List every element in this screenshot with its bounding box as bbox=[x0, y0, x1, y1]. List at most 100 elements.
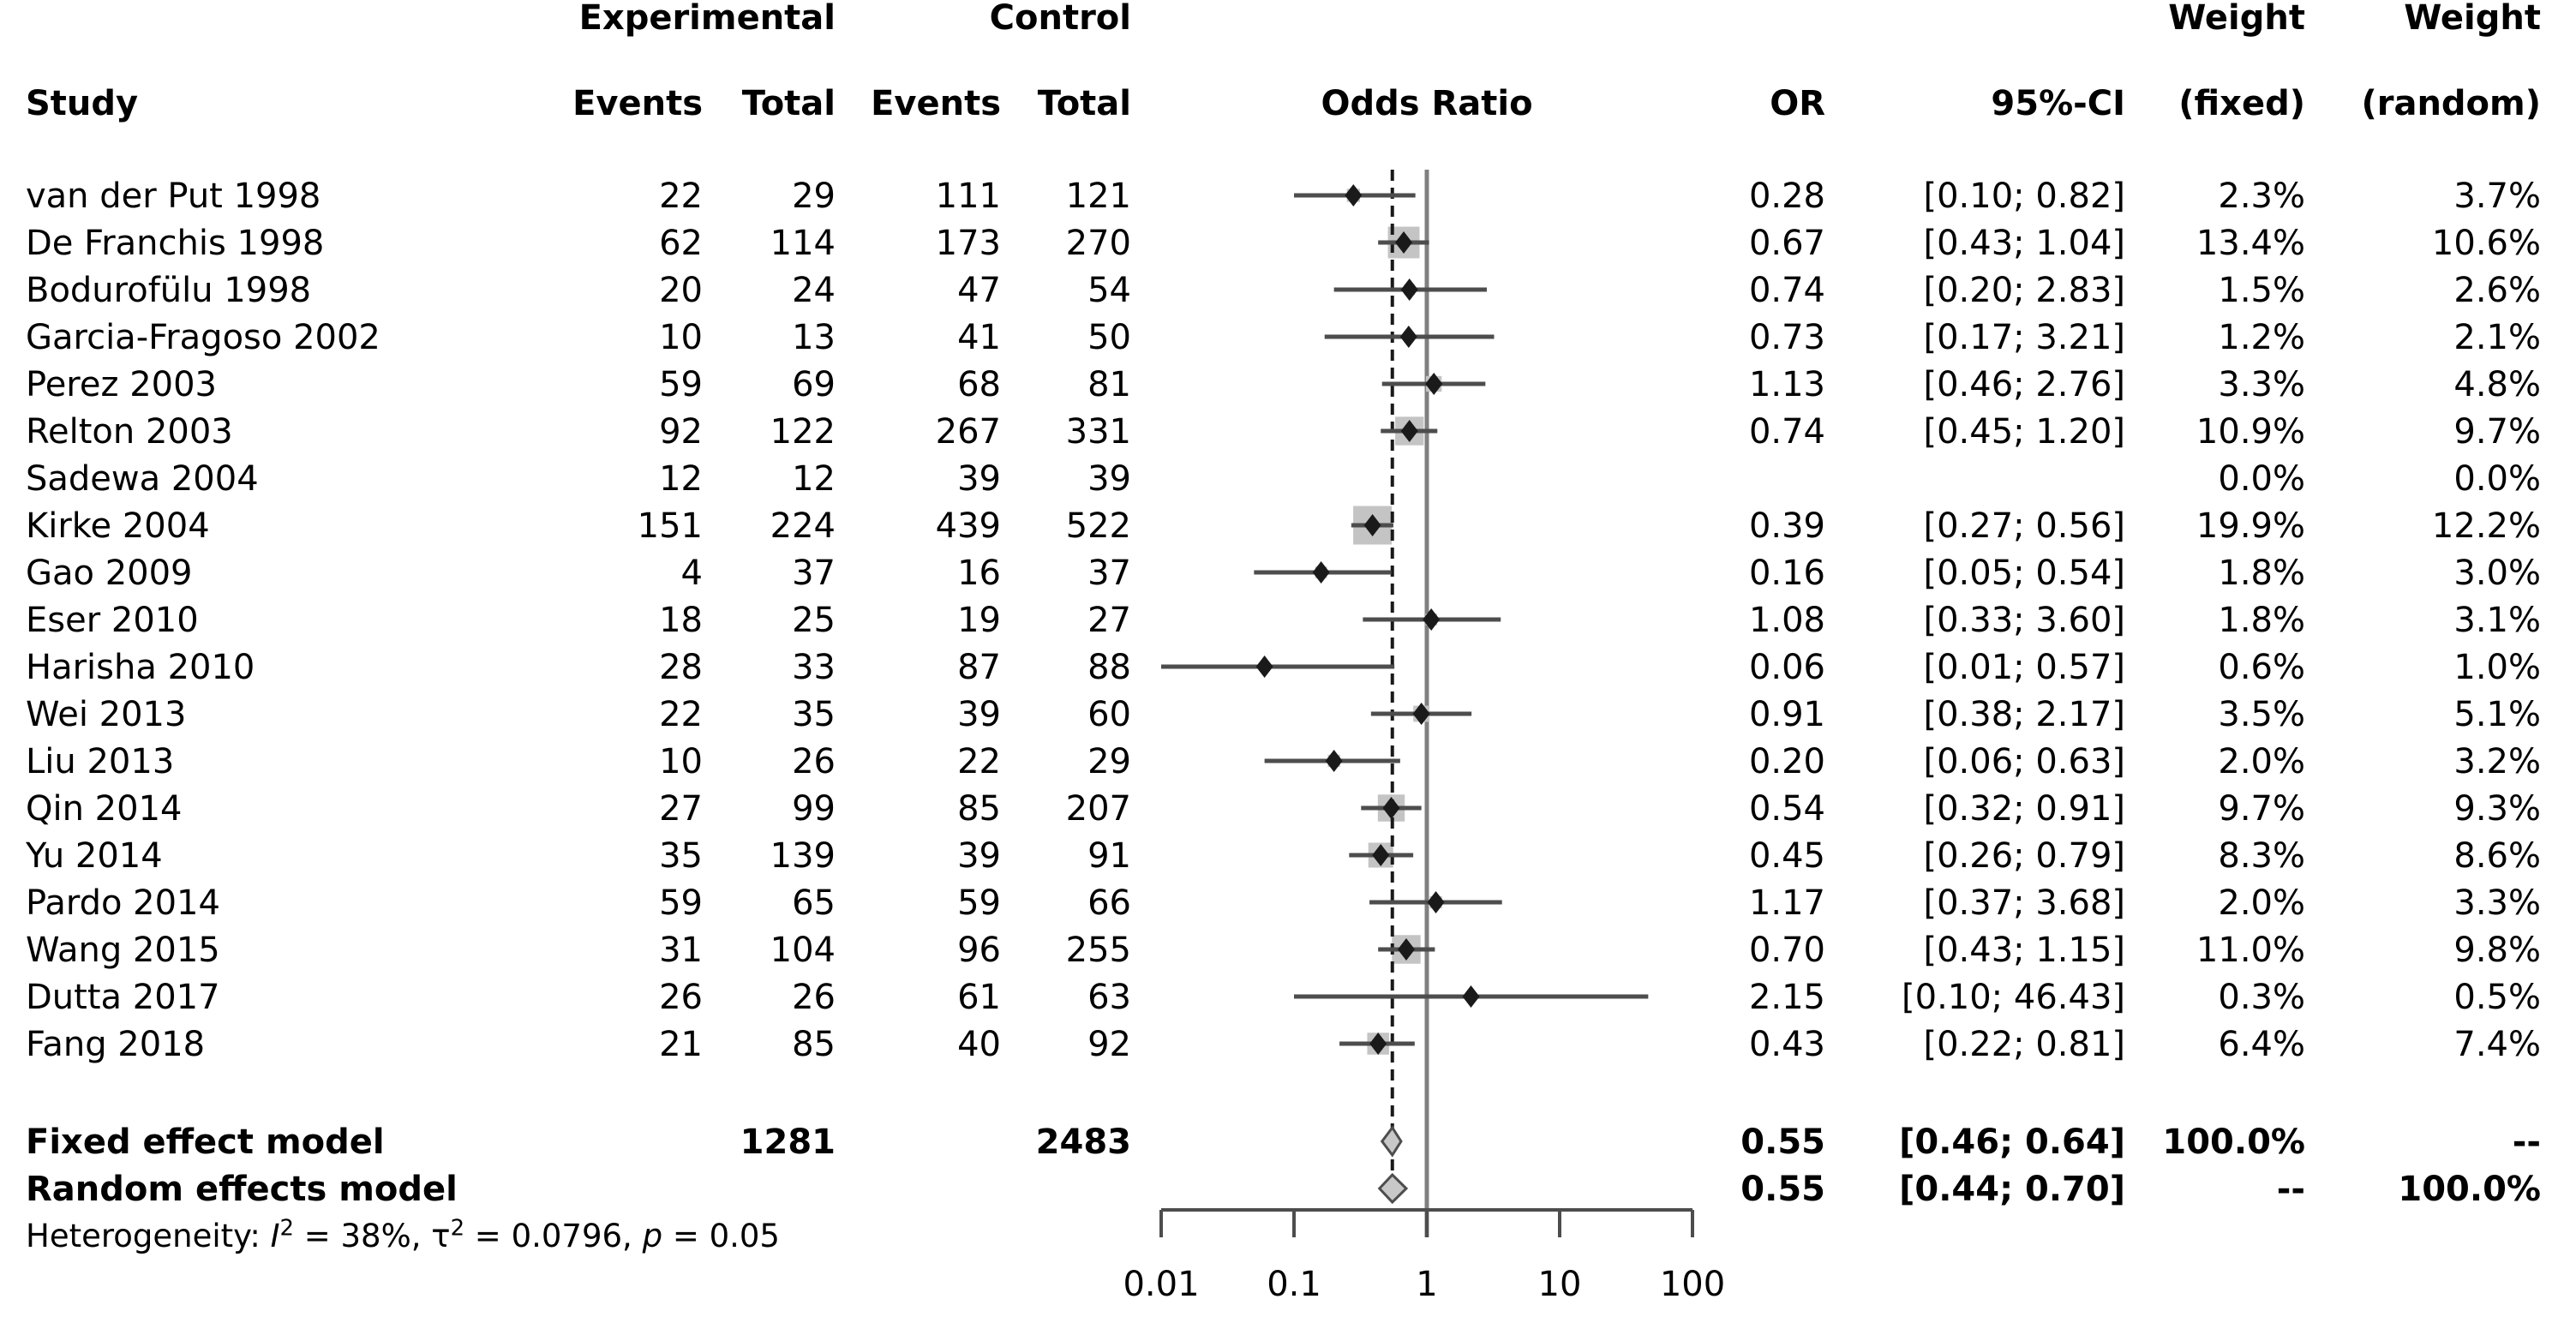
ctrl-events-value: 96 bbox=[957, 931, 1001, 970]
ctrl-total-value: 29 bbox=[1087, 742, 1131, 781]
summary-or-value: 0.55 bbox=[1740, 1170, 1825, 1209]
ci-value: [0.01; 0.57] bbox=[1923, 648, 2125, 687]
or-value: 2.15 bbox=[1748, 978, 1825, 1017]
weight-random-value: 0.5% bbox=[2453, 978, 2541, 1017]
ctrl-total-value: 66 bbox=[1087, 883, 1131, 923]
weight-fixed-value: 1.5% bbox=[2218, 271, 2305, 310]
p-symbol: p bbox=[642, 1218, 663, 1254]
weight-fixed-value: 1.2% bbox=[2218, 318, 2305, 357]
ci-value: [0.38; 2.17] bbox=[1923, 695, 2125, 734]
ci-value: [0.10; 0.82] bbox=[1923, 177, 2125, 216]
weight-random-value: 2.6% bbox=[2453, 271, 2541, 310]
exp-events-value: 22 bbox=[659, 177, 703, 216]
point-marker bbox=[1397, 938, 1415, 961]
study-name: Bodurofülu 1998 bbox=[26, 271, 312, 310]
weight-random-value: 3.7% bbox=[2453, 177, 2541, 216]
tau-squared-value: = 0.0796, bbox=[464, 1218, 643, 1254]
exp-total-value: 65 bbox=[792, 883, 836, 923]
ctrl-total-value: 331 bbox=[1065, 412, 1131, 452]
ci-value: [0.06; 0.63] bbox=[1923, 742, 2125, 781]
ci-value: [0.46; 2.76] bbox=[1923, 365, 2125, 404]
ci-value: [0.27; 0.56] bbox=[1923, 506, 2125, 546]
summary-weight-fixed-value: 100.0% bbox=[2162, 1122, 2305, 1162]
weight-random-value: 10.6% bbox=[2431, 224, 2541, 263]
point-marker bbox=[1325, 750, 1343, 772]
weight-fixed-value: 9.7% bbox=[2218, 789, 2305, 829]
study-name: Wei 2013 bbox=[26, 695, 187, 734]
summary-ci-value: [0.46; 0.64] bbox=[1899, 1122, 2125, 1162]
col-header-study: Study bbox=[26, 84, 139, 123]
exp-total-value: 12 bbox=[792, 459, 836, 499]
weight-random-value: 3.0% bbox=[2453, 554, 2541, 593]
weight-random-value: 9.7% bbox=[2453, 412, 2541, 452]
point-marker bbox=[1395, 231, 1413, 254]
point-marker bbox=[1412, 703, 1430, 725]
exp-total-value: 224 bbox=[770, 506, 836, 546]
ci-value: [0.33; 3.60] bbox=[1923, 601, 2125, 640]
i-squared-symbol: I bbox=[270, 1218, 280, 1254]
study-name: van der Put 1998 bbox=[26, 177, 321, 216]
summary-weight-random-value: -- bbox=[2512, 1122, 2541, 1162]
exp-events-value: 31 bbox=[659, 931, 703, 970]
ctrl-events-value: 16 bbox=[957, 554, 1001, 593]
summary-or-value: 0.55 bbox=[1740, 1122, 1825, 1162]
weight-random-value: 8.6% bbox=[2453, 836, 2541, 876]
ctrl-events-value: 47 bbox=[957, 271, 1001, 310]
study-name: Sadewa 2004 bbox=[26, 459, 259, 499]
ctrl-events-value: 439 bbox=[935, 506, 1001, 546]
exp-total-value: 25 bbox=[792, 601, 836, 640]
or-value: 1.13 bbox=[1748, 365, 1825, 404]
col-header-control: Control bbox=[989, 0, 1131, 38]
summary-diamond bbox=[1380, 1125, 1403, 1158]
ctrl-total-value: 54 bbox=[1087, 271, 1131, 310]
ci-value: [0.43; 1.04] bbox=[1923, 224, 2125, 263]
col-header-ctrl-events: Events bbox=[871, 84, 1001, 123]
heterogeneity-note: Heterogeneity: I2 = 38%, τ2 = 0.0796, p … bbox=[26, 1218, 780, 1254]
ctrl-total-value: 91 bbox=[1087, 836, 1131, 876]
or-value: 0.43 bbox=[1748, 1025, 1825, 1064]
ci-value: [0.45; 1.20] bbox=[1923, 412, 2125, 452]
ctrl-events-value: 85 bbox=[957, 789, 1001, 829]
weight-fixed-value: 1.8% bbox=[2218, 554, 2305, 593]
weight-fixed-value: 1.8% bbox=[2218, 601, 2305, 640]
p-value: = 0.05 bbox=[662, 1218, 780, 1254]
ctrl-events-value: 111 bbox=[935, 177, 1001, 216]
col-header-or: OR bbox=[1770, 84, 1825, 123]
weight-fixed-value: 3.5% bbox=[2218, 695, 2305, 734]
ci-value: [0.22; 0.81] bbox=[1923, 1025, 2125, 1064]
exp-events-value: 22 bbox=[659, 695, 703, 734]
weight-fixed-value: 0.6% bbox=[2218, 648, 2305, 687]
col-header-exp-events: Events bbox=[572, 84, 703, 123]
weight-fixed-value: 3.3% bbox=[2218, 365, 2305, 404]
study-name: Harisha 2010 bbox=[26, 648, 255, 687]
exp-events-value: 151 bbox=[637, 506, 703, 546]
ctrl-events-value: 59 bbox=[957, 883, 1001, 923]
study-name: Qin 2014 bbox=[26, 789, 183, 829]
summary-label: Fixed effect model bbox=[26, 1122, 385, 1162]
weight-fixed-value: 0.0% bbox=[2218, 459, 2305, 499]
ctrl-total-value: 121 bbox=[1065, 177, 1131, 216]
ctrl-total-value: 63 bbox=[1087, 978, 1131, 1017]
axis-tick-label: 1 bbox=[1416, 1265, 1437, 1304]
weight-fixed-value: 2.0% bbox=[2218, 742, 2305, 781]
exp-events-value: 21 bbox=[659, 1025, 703, 1064]
col-header-weight-random-top: Weight bbox=[2404, 0, 2541, 38]
ctrl-total-value: 27 bbox=[1087, 601, 1131, 640]
weight-fixed-value: 8.3% bbox=[2218, 836, 2305, 876]
point-marker bbox=[1427, 891, 1445, 913]
ctrl-events-value: 40 bbox=[957, 1025, 1001, 1064]
axis-tick-label: 0.01 bbox=[1123, 1265, 1199, 1304]
point-marker bbox=[1400, 420, 1418, 442]
exp-total-value: 104 bbox=[770, 931, 836, 970]
summary-weight-random-value: 100.0% bbox=[2398, 1170, 2541, 1209]
exp-total-value: 33 bbox=[792, 648, 836, 687]
ctrl-total-value: 522 bbox=[1065, 506, 1131, 546]
axis-tick-label: 100 bbox=[1660, 1265, 1725, 1304]
summary-ci-value: [0.44; 0.70] bbox=[1899, 1170, 2125, 1209]
study-name: Pardo 2014 bbox=[26, 883, 220, 923]
ctrl-total-value: 207 bbox=[1065, 789, 1131, 829]
ctrl-total-value: 81 bbox=[1087, 365, 1131, 404]
summary-label: Random effects model bbox=[26, 1170, 458, 1209]
col-header-ci: 95%-CI bbox=[1991, 84, 2125, 123]
or-value: 0.67 bbox=[1748, 224, 1825, 263]
